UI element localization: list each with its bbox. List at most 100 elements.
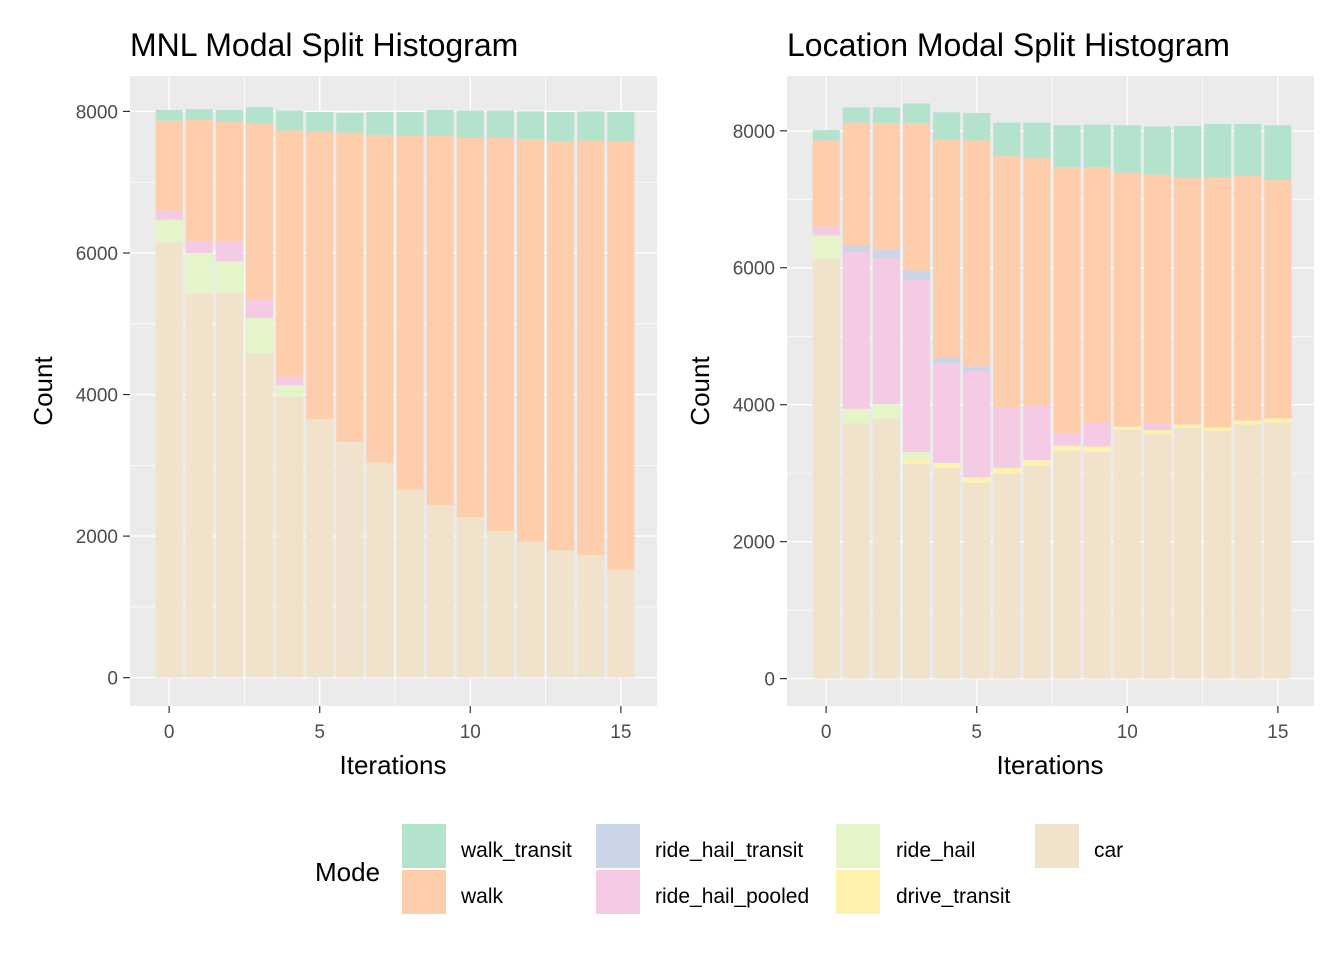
bar-segment xyxy=(215,261,243,294)
bar-segment xyxy=(577,555,605,678)
bar-segment xyxy=(245,123,274,300)
bar-segment xyxy=(902,123,931,271)
chart-title: Location Modal Split Histogram xyxy=(787,27,1230,63)
legend-item: ride_hail xyxy=(836,824,975,868)
bar-segment xyxy=(155,219,183,243)
bar-segment xyxy=(1173,125,1202,179)
bar-segment xyxy=(456,517,484,678)
bar-segment xyxy=(245,318,274,354)
x-axis: 0 5 10 15 xyxy=(164,706,631,743)
bar-segment xyxy=(276,385,304,397)
bar-segment xyxy=(185,109,213,120)
bar-segment xyxy=(336,441,364,678)
legend-title: Mode xyxy=(315,857,380,887)
bar-segment xyxy=(1264,422,1292,679)
bar-segment xyxy=(426,504,454,678)
bar-segment xyxy=(577,111,605,141)
legend-swatch xyxy=(1035,824,1079,868)
bar-segment xyxy=(872,404,900,420)
bar-segment xyxy=(486,531,514,678)
legend-item: car xyxy=(1035,824,1123,868)
bar-segment xyxy=(963,140,991,367)
bar-segment xyxy=(577,140,605,556)
bar-segment xyxy=(993,467,1021,474)
bar-segment xyxy=(366,112,394,135)
bar-segment xyxy=(396,112,424,136)
bar-segment xyxy=(812,235,840,259)
bar-segment xyxy=(1053,167,1081,434)
bar-segment xyxy=(812,258,840,679)
bar-segment xyxy=(276,110,304,131)
bar-segment xyxy=(607,141,635,570)
bar-segment xyxy=(215,293,243,678)
bar-segment xyxy=(607,112,635,142)
bar-segment xyxy=(276,396,304,678)
bar-segment xyxy=(1143,434,1171,679)
y-axis-title: Count xyxy=(685,356,715,426)
bar-segment xyxy=(547,550,575,678)
chart-title: MNL Modal Split Histogram xyxy=(130,27,518,63)
bar-segment xyxy=(607,569,635,678)
bar-segment xyxy=(1053,450,1081,679)
bar-segment xyxy=(1143,430,1171,435)
y-tick-label: 2000 xyxy=(76,527,118,548)
bar-segment xyxy=(872,249,900,259)
bar-segment xyxy=(902,270,931,281)
bar-segment xyxy=(933,139,961,358)
bar-segment xyxy=(426,109,454,136)
bar-segment xyxy=(1204,177,1232,428)
legend-item: drive_transit xyxy=(836,870,1011,914)
y-tick-label: 2000 xyxy=(733,533,775,554)
x-tick-label: 15 xyxy=(1267,722,1288,743)
legend-item: ride_hail_pooled xyxy=(596,870,809,914)
legend-label: car xyxy=(1094,839,1123,862)
bar-segment xyxy=(1143,423,1171,431)
bar-segment xyxy=(1053,125,1081,168)
bar-segment xyxy=(1023,158,1051,406)
bar-segment xyxy=(1113,125,1141,173)
bar-segment xyxy=(933,112,961,140)
bar-segment xyxy=(842,408,870,424)
bar-segment xyxy=(1143,174,1171,424)
bar-segment xyxy=(456,110,484,138)
bar-segment xyxy=(396,489,424,678)
bar-segment xyxy=(155,109,183,121)
bar-segment xyxy=(1083,446,1111,452)
bar-segment xyxy=(1234,424,1262,679)
bar-segment xyxy=(185,119,213,241)
x-tick-label: 5 xyxy=(971,722,982,743)
legend: Mode walk_transit walk ride_hail_transit… xyxy=(315,824,1123,914)
legend-label: drive_transit xyxy=(896,885,1011,908)
x-axis-title: Iterations xyxy=(340,750,447,780)
bar-segment xyxy=(812,130,840,141)
bar-segment xyxy=(933,357,961,363)
bar-segment xyxy=(306,419,334,678)
legend-label: ride_hail_transit xyxy=(655,839,803,862)
y-axis-title: Count xyxy=(28,356,58,426)
bar-segment xyxy=(902,464,931,679)
bar-segment xyxy=(185,240,213,253)
bar-segment xyxy=(516,139,545,542)
bar-segment xyxy=(276,130,304,377)
bar-segment xyxy=(993,122,1021,157)
bar-segment xyxy=(1113,426,1141,431)
bar-segment xyxy=(1204,430,1232,679)
bar-segment xyxy=(963,482,991,679)
bar-segment xyxy=(245,299,274,319)
legend-label: ride_hail xyxy=(896,839,975,862)
bar-segment xyxy=(1143,126,1171,175)
bar-segment xyxy=(366,134,394,463)
bar-segment xyxy=(1113,172,1141,427)
bar-segment xyxy=(1023,405,1051,461)
bar-segment xyxy=(993,407,1021,468)
bar-segment xyxy=(1173,424,1202,428)
bar-segment xyxy=(516,111,545,139)
legend-swatch xyxy=(596,870,640,914)
bar-segment xyxy=(842,251,870,409)
bar-segment xyxy=(215,241,243,262)
bar-segment xyxy=(842,423,870,679)
bar-segment xyxy=(993,473,1021,679)
bar-segment xyxy=(812,140,840,227)
bar-segment xyxy=(276,376,304,386)
bar-segment xyxy=(1053,433,1081,446)
